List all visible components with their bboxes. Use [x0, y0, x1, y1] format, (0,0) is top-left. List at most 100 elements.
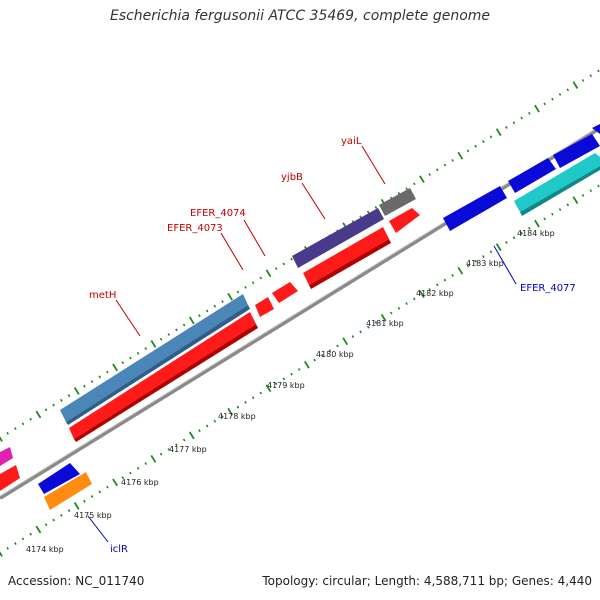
inner-tick	[112, 478, 118, 487]
outer-tick	[520, 116, 523, 120]
outer-tick	[259, 276, 263, 280]
inner-tick	[136, 466, 140, 470]
inner-tick	[198, 429, 201, 433]
outer-tick	[282, 262, 286, 266]
inner-tick	[572, 196, 579, 204]
outer-tick	[482, 140, 485, 144]
gene-red-partial-left[interactable]	[0, 465, 20, 491]
topology-text: Topology: circular; Length: 4,588,711 bp…	[262, 574, 592, 588]
outer-tick	[182, 323, 186, 327]
inner-tick	[6, 546, 9, 550]
gene-blue-right-1[interactable]	[508, 158, 556, 193]
leader-iclR	[87, 515, 109, 543]
outer-tick	[366, 210, 370, 214]
inner-tick	[336, 344, 339, 348]
inner-tick	[428, 288, 431, 291]
outer-tick	[581, 78, 585, 82]
outer-tick	[495, 128, 502, 137]
inner-tick-track	[0, 184, 600, 557]
inner-tick	[297, 368, 301, 371]
gene-blue-left[interactable]	[38, 463, 80, 494]
gene-metH[interactable]	[60, 294, 248, 422]
kbp-label: 4183 kbp	[466, 259, 504, 268]
outer-tick	[90, 380, 94, 384]
gene-red-3[interactable]	[389, 208, 420, 233]
inner-tick	[0, 551, 3, 557]
gene-red-2[interactable]	[303, 227, 389, 285]
inner-tick	[188, 431, 195, 440]
inner-tick	[29, 532, 32, 536]
inner-tick	[413, 297, 416, 301]
outer-tick	[0, 436, 3, 442]
inner-tick	[419, 290, 425, 299]
outer-tick	[150, 340, 157, 348]
inner-tick	[313, 358, 316, 362]
inner-tick	[474, 259, 477, 263]
gene-label-EFER_4077[interactable]: EFER_4077	[520, 283, 576, 294]
gene-red-1[interactable]	[69, 312, 256, 439]
inner-tick	[182, 438, 186, 442]
outer-tick	[198, 314, 201, 318]
gene-cyan[interactable]	[514, 153, 600, 212]
inner-tick	[213, 419, 217, 423]
gene-EFER_4073[interactable]	[255, 297, 274, 317]
outer-tick	[73, 387, 80, 395]
outer-tick	[466, 149, 470, 153]
gene-cyan-shade	[520, 166, 600, 216]
inner-tick	[512, 236, 516, 240]
outer-tick	[290, 257, 293, 261]
gene-blue-right-3[interactable]	[592, 124, 600, 134]
gene-label-metH[interactable]: metH	[89, 290, 116, 301]
gene-magenta-partial[interactable]	[0, 447, 13, 466]
inner-tick	[44, 523, 48, 527]
inner-tick	[489, 250, 493, 254]
gene-label-yaiL[interactable]: yaiL	[341, 136, 362, 147]
inner-tick	[495, 243, 502, 252]
kbp-label: 4174 kbp	[26, 545, 64, 554]
inner-tick	[342, 337, 349, 346]
inner-tick	[52, 518, 55, 522]
inner-tick	[405, 302, 408, 306]
inner-tick	[366, 325, 370, 329]
kbp-label: 4175 kbp	[74, 511, 112, 520]
outer-tick	[374, 205, 378, 209]
reverse-genes	[38, 124, 600, 510]
genome-title: Escherichia fergusonii ATCC 35469, compl…	[109, 8, 491, 24]
inner-tick	[251, 396, 255, 400]
inner-tick	[73, 502, 80, 510]
inner-tick	[597, 184, 600, 188]
inner-tick	[389, 311, 393, 315]
inner-tick	[274, 382, 278, 386]
gene-label-EFER_4074[interactable]: EFER_4074	[190, 208, 246, 219]
inner-tick	[551, 212, 554, 216]
kbp-label: 4180 kbp	[316, 350, 354, 359]
kbp-label: 4182 kbp	[416, 289, 454, 298]
inner-tick	[482, 255, 485, 259]
gene-EFER_4077[interactable]	[443, 186, 507, 231]
gene-yaiL[interactable]	[379, 188, 416, 216]
accession-text: Accession: NC_011740	[8, 574, 145, 588]
outer-tick	[21, 422, 25, 426]
inner-tick	[227, 407, 233, 416]
inner-tick	[443, 278, 447, 282]
inner-tick	[457, 266, 464, 275]
gene-label-EFER_4073[interactable]: EFER_4073	[167, 223, 223, 234]
outer-tick	[175, 328, 178, 332]
outer-tick	[188, 316, 195, 325]
inner-tick	[150, 455, 157, 463]
gene-label-iclR[interactable]: iclR	[110, 544, 128, 555]
gene-yjbB[interactable]	[292, 208, 384, 268]
kbp-label: 4184 kbp	[517, 229, 555, 238]
outer-tick	[489, 135, 493, 139]
gene-iclR[interactable]	[44, 472, 92, 510]
outer-tick	[98, 375, 102, 379]
gene-EFER_4074[interactable]	[272, 282, 298, 303]
kbp-label: 4177 kbp	[169, 445, 207, 454]
gene-label-yjbB[interactable]: yjbB	[281, 172, 303, 183]
gene-blue-right-2[interactable]	[553, 134, 600, 168]
inner-tick	[374, 320, 378, 324]
kbp-label: 4178 kbp	[218, 412, 256, 421]
inner-tick	[83, 499, 86, 503]
outer-tick	[205, 309, 209, 313]
